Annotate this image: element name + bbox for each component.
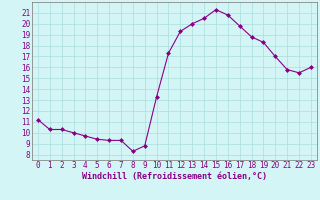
X-axis label: Windchill (Refroidissement éolien,°C): Windchill (Refroidissement éolien,°C)	[82, 172, 267, 181]
